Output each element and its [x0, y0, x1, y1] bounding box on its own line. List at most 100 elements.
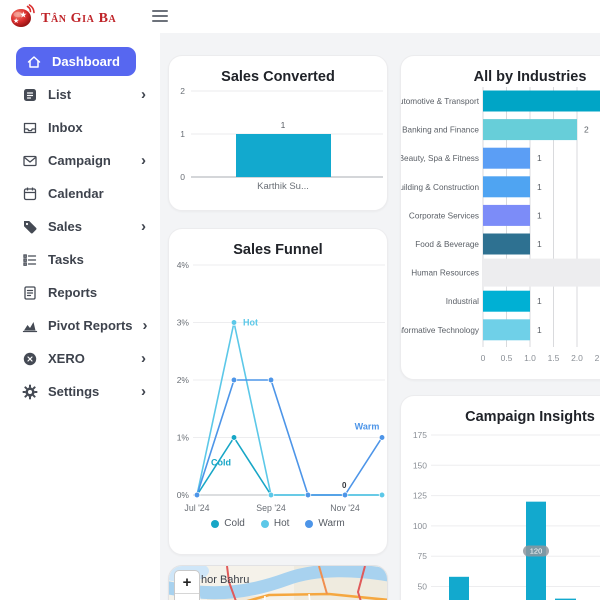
- map-canvas[interactable]: + − hor Bahru: [169, 566, 387, 600]
- svg-text:4%: 4%: [177, 260, 190, 270]
- brand-ball-icon: ★ ★: [10, 4, 36, 34]
- report-icon: [22, 285, 38, 301]
- svg-text:2%: 2%: [177, 375, 190, 385]
- svg-text:0%: 0%: [177, 490, 190, 500]
- svg-text:Corporate Services: Corporate Services: [409, 211, 479, 220]
- bar: [483, 119, 577, 141]
- sales-funnel-chart[interactable]: 0% 1% 2% 3% 4% Hot Cold Warm 0 Jul '24 Sep '24 Nov …: [169, 258, 388, 516]
- all-by-industries-title: All by Industries: [473, 69, 587, 85]
- sidebar-item-label: Tasks: [48, 252, 84, 267]
- svg-text:Building & Construction: Building & Construction: [401, 183, 479, 192]
- tasks-icon: [22, 252, 38, 268]
- svg-text:Automotive & Transport: Automotive & Transport: [401, 97, 480, 106]
- sales-converted-title: Sales Converted: [221, 69, 335, 85]
- inbox-icon: [22, 120, 38, 136]
- list-icon: [22, 87, 38, 103]
- svg-text:0: 0: [481, 353, 486, 363]
- legend-item-hot[interactable]: Hot: [260, 518, 289, 529]
- legend-label: Cold: [224, 518, 245, 529]
- svg-text:Food & Beverage: Food & Beverage: [415, 240, 479, 249]
- all-by-industries-card: All by Industries 0 0.5 1.0 1.5 2.0 2.5 Automo…: [400, 55, 600, 380]
- legend-item-cold[interactable]: Cold: [211, 518, 245, 529]
- svg-text:1.5: 1.5: [548, 353, 560, 363]
- svg-text:Sep '24: Sep '24: [256, 503, 286, 513]
- map-zoom-out-button[interactable]: −: [175, 594, 199, 600]
- sidebar-item-label: List: [48, 87, 72, 102]
- data-point: [230, 319, 238, 326]
- sidebar-item-list[interactable]: List ›: [0, 78, 160, 111]
- svg-text:Beauty, Spa & Fitness: Beauty, Spa & Fitness: [401, 154, 479, 163]
- campaign-insights-chart[interactable]: 175 150 125 100 75 50 120: [401, 425, 600, 600]
- sidebar-item-calendar[interactable]: Calendar: [0, 177, 160, 210]
- map-zoom-control: + −: [174, 570, 200, 600]
- svg-text:0.5: 0.5: [501, 353, 513, 363]
- svg-text:150: 150: [413, 460, 427, 470]
- sidebar-item-pivot-reports[interactable]: Pivot Reports ›: [0, 309, 160, 342]
- legend-label: Warm: [318, 518, 345, 529]
- sidebar-item-tasks[interactable]: Tasks: [0, 243, 160, 276]
- legend-item-warm[interactable]: Warm: [305, 518, 345, 529]
- svg-text:0: 0: [342, 481, 347, 490]
- sidebar-item-label: Reports: [48, 285, 98, 300]
- svg-text:Informative Technology: Informative Technology: [401, 326, 480, 335]
- sidebar-item-label: Calendar: [48, 186, 104, 201]
- sidebar-item-reports[interactable]: Reports: [0, 276, 160, 309]
- bar: [483, 290, 530, 312]
- data-point: [378, 491, 386, 499]
- sidebar-item-label: Settings: [48, 384, 100, 399]
- sidebar-item-label: XERO: [48, 351, 85, 366]
- svg-text:1%: 1%: [177, 433, 190, 443]
- map-zoom-in-button[interactable]: +: [175, 571, 199, 594]
- all-by-industries-chart[interactable]: 0 0.5 1.0 1.5 2.0 2.5 Automotive & Transport Ba…: [401, 85, 600, 375]
- bar: [555, 598, 576, 600]
- bar: [449, 576, 469, 600]
- brand-name: Tân Gia Ba: [41, 11, 117, 26]
- chevron-right-icon: ›: [141, 86, 146, 103]
- brand-logo[interactable]: ★ ★ Tân Gia Ba: [10, 4, 116, 34]
- svg-text:1: 1: [537, 153, 542, 163]
- chevron-right-icon: ›: [141, 350, 146, 367]
- svg-text:2: 2: [180, 86, 185, 96]
- sidebar-item-label: Sales: [48, 219, 82, 234]
- sales-funnel-legend: Cold Hot Warm: [169, 518, 387, 529]
- sidebar-item-campaign[interactable]: Campaign ›: [0, 144, 160, 177]
- svg-text:1: 1: [537, 210, 542, 220]
- series-line-hot: [196, 321, 383, 496]
- svg-text:Cold: Cold: [211, 458, 231, 468]
- sidebar-item-settings[interactable]: Settings ›: [0, 375, 160, 408]
- sales-converted-chart[interactable]: 0 1 2 1 Karthik Su...: [169, 85, 388, 203]
- sidebar-item-label: Campaign: [48, 153, 111, 168]
- svg-text:100: 100: [413, 521, 427, 531]
- bar: [483, 147, 530, 169]
- sidebar-item-sales[interactable]: Sales ›: [0, 210, 160, 243]
- data-point: [341, 491, 349, 499]
- sidebar-item-dashboard[interactable]: Dashboard: [16, 47, 136, 76]
- svg-text:1: 1: [281, 120, 286, 130]
- svg-text:1: 1: [537, 296, 542, 306]
- chevron-right-icon: ›: [142, 317, 148, 334]
- svg-text:2.0: 2.0: [571, 353, 583, 363]
- campaign-insights-title: Campaign Insights: [465, 409, 595, 425]
- bar: [483, 204, 530, 226]
- hamburger-menu-icon[interactable]: [152, 10, 168, 23]
- bar: [483, 176, 530, 198]
- data-point: [230, 434, 238, 441]
- sidebar-item-xero[interactable]: XERO ›: [0, 342, 160, 375]
- data-point: [193, 491, 201, 499]
- svg-text:75: 75: [418, 551, 428, 561]
- legend-dot: [211, 519, 220, 528]
- data-point: [378, 434, 386, 441]
- bar-value-badge: [523, 545, 549, 557]
- svg-text:1: 1: [180, 129, 185, 139]
- svg-text:50: 50: [418, 582, 428, 592]
- highlight-band: [483, 258, 600, 287]
- svg-text:Banking and Finance: Banking and Finance: [402, 126, 479, 135]
- svg-text:Jul '24: Jul '24: [184, 503, 209, 513]
- sidebar-item-inbox[interactable]: Inbox: [0, 111, 160, 144]
- bar: [483, 90, 600, 112]
- map-card: + − hor Bahru: [168, 565, 388, 600]
- svg-text:0: 0: [180, 172, 185, 182]
- svg-text:1.0: 1.0: [524, 353, 536, 363]
- svg-text:Nov '24: Nov '24: [330, 503, 360, 513]
- home-icon: [26, 54, 42, 70]
